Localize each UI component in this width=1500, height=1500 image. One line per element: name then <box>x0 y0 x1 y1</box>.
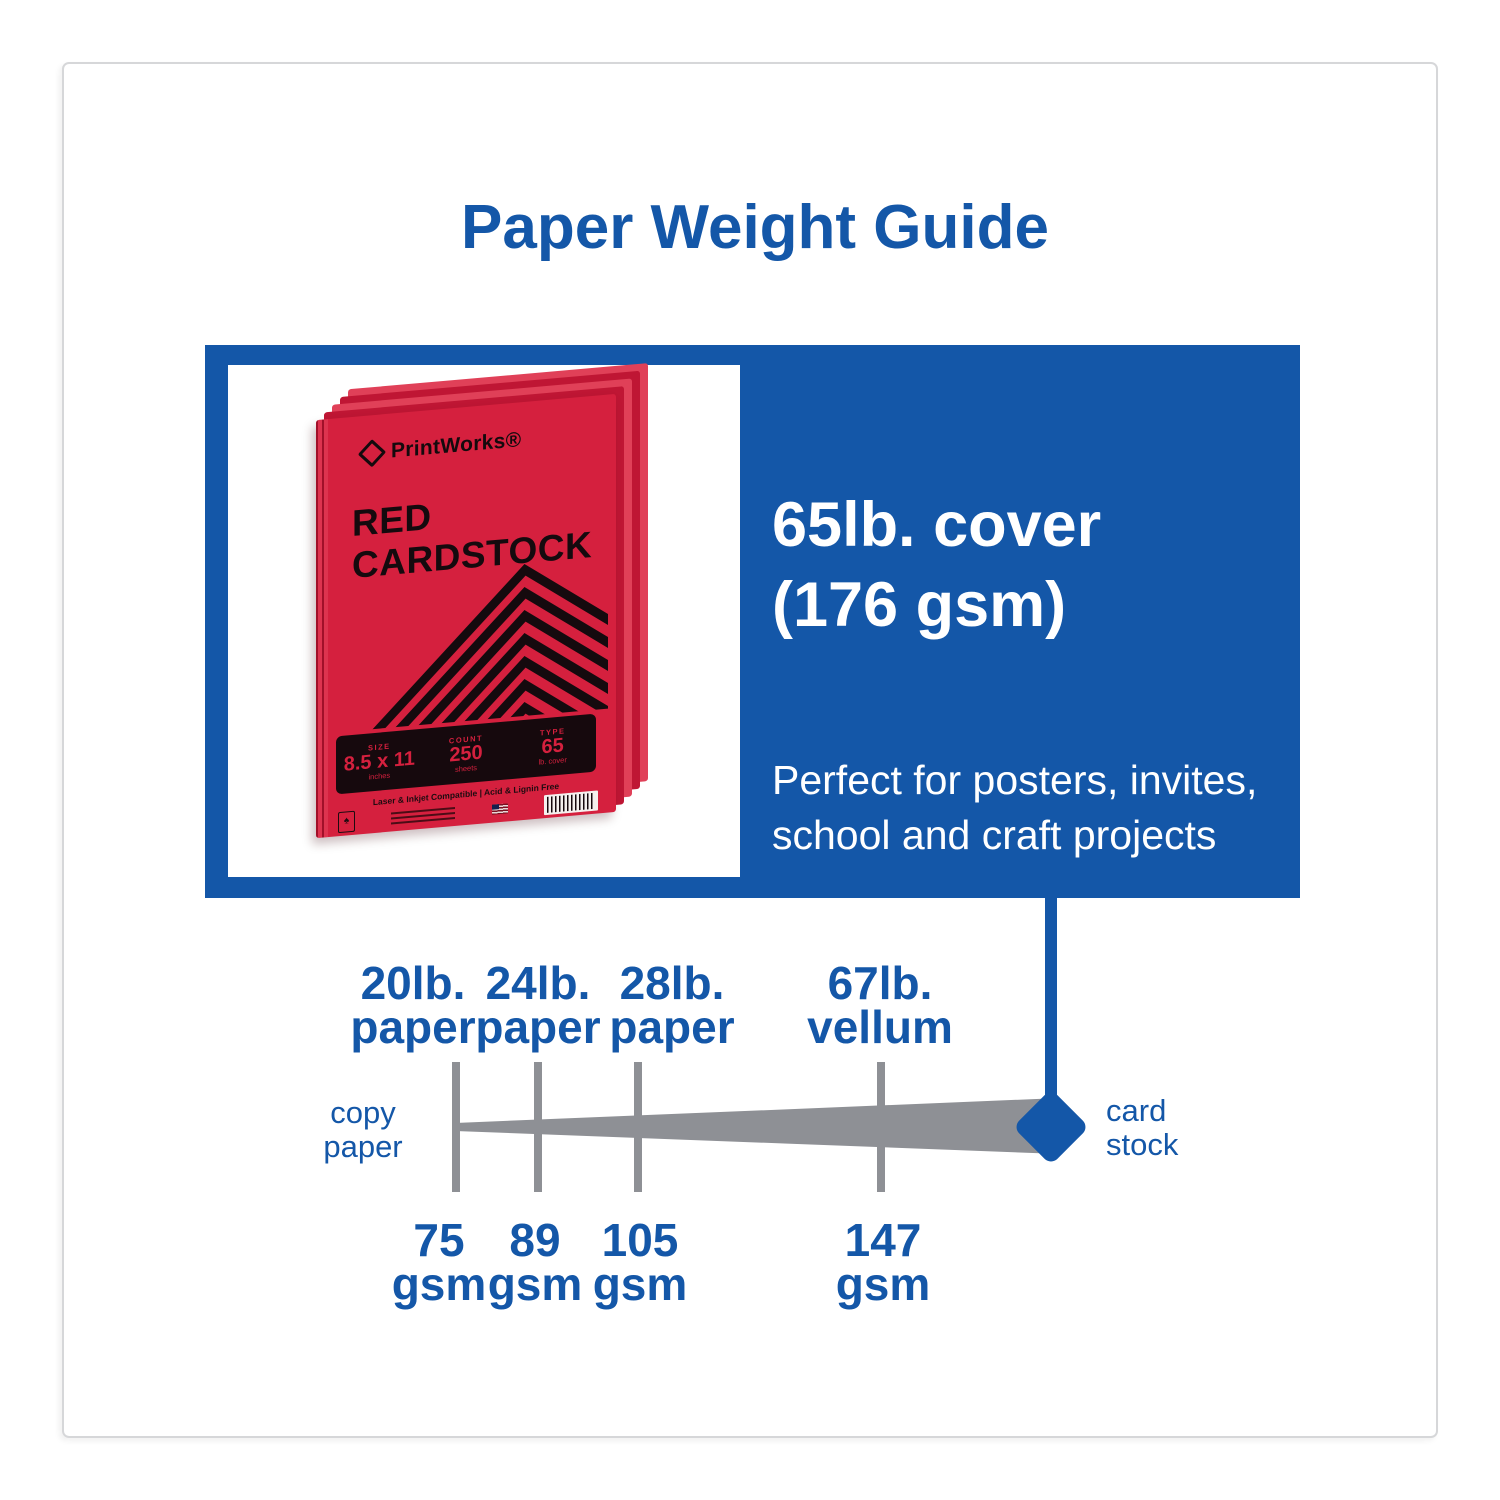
scale-label-67lb: 67lb. vellum <box>807 957 953 1053</box>
outer-border <box>62 62 1438 1438</box>
spec-type: TYPE 65 lb. cover <box>538 725 567 767</box>
product-package: PrintWorks® RED CARDSTOCK <box>316 363 648 839</box>
brand-logo: PrintWorks® <box>357 428 522 468</box>
weight-headline-line2: (176 gsm) <box>772 570 1067 640</box>
weight-headline: 65lb. cover (176 gsm) <box>772 485 1287 645</box>
hero-panel: PrintWorks® RED CARDSTOCK <box>205 345 1300 898</box>
barcode-icon <box>543 789 598 815</box>
printworks-diamond-icon <box>357 439 387 468</box>
gsm-label-75: 75 gsm <box>391 1214 487 1310</box>
scale-label-28lb: 28lb. paper <box>609 957 735 1053</box>
scale-right-label-card-stock: card stock <box>1106 1093 1179 1162</box>
gsm-label-147: 147 gsm <box>835 1214 931 1310</box>
brand-name: PrintWorks® <box>391 428 522 463</box>
scale-label-20lb: 20lb. paper <box>350 957 476 1053</box>
weight-headline-line1: 65lb. cover <box>772 490 1102 560</box>
fine-print-lines <box>391 803 456 827</box>
scale-left-label-copy-paper: copy paper <box>323 1095 403 1164</box>
gsm-label-105: 105 gsm <box>592 1214 688 1310</box>
chevron-stripes-graphic <box>330 553 608 733</box>
spec-size: SIZE 8.5 x 11 inches <box>343 741 415 782</box>
scale-label-24lb: 24lb. paper <box>475 957 601 1053</box>
package-front-panel: PrintWorks® RED CARDSTOCK <box>316 393 616 839</box>
fsc-icon: ♠ <box>338 810 355 834</box>
us-flag-icon <box>491 802 508 815</box>
hero-text-block: 65lb. cover (176 gsm) Perfect for poster… <box>772 485 1287 863</box>
connector-line <box>1045 896 1057 1098</box>
spec-count: COUNT 250 sheets <box>448 733 484 774</box>
product-image-window: PrintWorks® RED CARDSTOCK <box>228 363 740 877</box>
weight-description-line1: Perfect for posters, invites, <box>772 757 1258 803</box>
page-title: Paper Weight Guide <box>461 193 1049 262</box>
gsm-label-89: 89 gsm <box>487 1214 583 1310</box>
weight-description-line2: school and craft projects <box>772 812 1217 858</box>
weight-scale-wedge <box>455 1098 1060 1154</box>
weight-description: Perfect for posters, invites, school and… <box>772 753 1287 863</box>
